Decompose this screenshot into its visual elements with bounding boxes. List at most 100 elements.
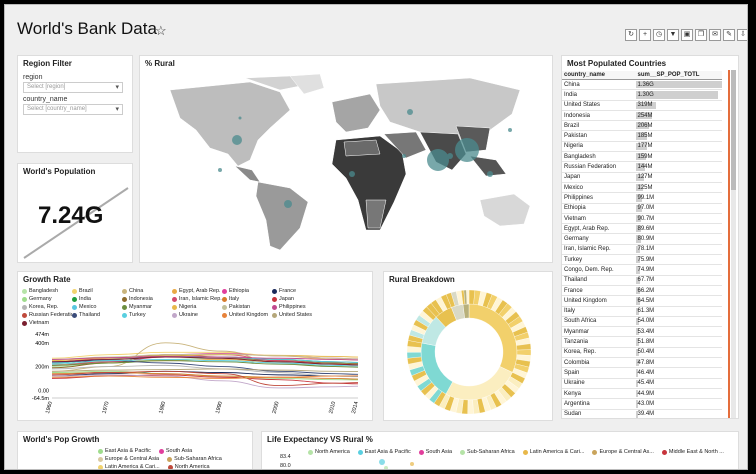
dashboard: World's Bank Data ☆ ↻ + ◷ ▼ ▣ ❐ ✉ ✎ ⇩ Re… [4, 4, 748, 470]
column-header[interactable]: sum__SP_POP_TOTL [635, 71, 722, 80]
table-row[interactable]: Congo, Dem. Rep. 74.9M [562, 264, 722, 276]
legend-item[interactable]: South Asia [418, 448, 452, 456]
legend-swatch [592, 449, 598, 455]
table-scrollbar[interactable] [731, 70, 736, 418]
table-row[interactable]: Myanmar 53.4M [562, 326, 722, 338]
legend-item[interactable]: Brazil [72, 287, 122, 295]
add-icon[interactable]: + [639, 29, 651, 41]
table-row[interactable]: Thailand 67.7M [562, 275, 722, 286]
clock-icon[interactable]: ◷ [653, 29, 665, 41]
filter-icon[interactable]: ▼ [667, 29, 679, 41]
legend-item[interactable]: Japan [272, 295, 322, 303]
country-name: Myanmar [562, 326, 636, 338]
legend-item[interactable]: Sub-Saharan Africa [460, 448, 515, 456]
legend-item[interactable]: Middle East & North ... [661, 448, 724, 456]
table-row[interactable]: Tanzania 51.8M [562, 336, 722, 348]
life-expectancy-scatter[interactable] [262, 458, 740, 470]
table-row[interactable]: Philippines 99.1M [562, 192, 722, 204]
legend-item[interactable]: Italy [222, 295, 272, 303]
table-row[interactable]: Korea, Rep. 50.4M [562, 347, 722, 359]
refresh-icon[interactable]: ↻ [625, 29, 637, 41]
series-line-turkey [51, 358, 359, 367]
legend-item[interactable]: Germany [22, 295, 72, 303]
table-row[interactable]: Iran, Islamic Rep. 78.1M [562, 244, 722, 256]
table-row[interactable]: Mexico 125M [562, 182, 722, 194]
legend-item[interactable]: Ethiopia [222, 287, 272, 295]
legend-item[interactable]: North America [308, 448, 350, 456]
legend-item[interactable]: Egypt, Arab Rep. [172, 287, 222, 295]
mail-icon[interactable]: ✉ [709, 29, 721, 41]
legend-item[interactable]: East Asia & Pacific [357, 448, 411, 456]
table-row[interactable]: France 66.2M [562, 285, 722, 297]
table-row[interactable]: Bangladesh 159M [562, 151, 722, 163]
table-row[interactable]: Turkey 75.9M [562, 254, 722, 266]
country-name: Spain [562, 367, 636, 379]
legend-item[interactable]: Latin America & Cari... [522, 448, 584, 456]
table-row[interactable]: Italy 61.3M [562, 306, 722, 317]
legend-item[interactable]: North America [167, 463, 210, 469]
country-name: Japan [562, 172, 636, 183]
legend-item[interactable]: Europe & Central Asia [98, 455, 159, 463]
legend-item[interactable]: Thailand [72, 311, 122, 319]
legend-item[interactable]: Sub-Saharan Africa [167, 455, 222, 463]
column-header[interactable]: country_name [562, 71, 636, 80]
table-row[interactable]: Vietnam 90.7M [562, 213, 722, 225]
legend-item[interactable]: United States [272, 311, 322, 319]
table-row[interactable]: Colombia 47.8M [562, 357, 722, 369]
world-map[interactable] [140, 70, 554, 262]
table-row[interactable]: Indonesia 254M [562, 110, 722, 122]
legend-item[interactable]: United Kingdom [222, 311, 272, 319]
table-row[interactable]: India 1.30G [562, 89, 722, 101]
edit-icon[interactable]: ✎ [723, 29, 735, 41]
table-row[interactable]: Nigeria 177M [562, 141, 722, 153]
save-icon[interactable]: ▣ [681, 29, 693, 41]
legend-item[interactable]: Vietnam [22, 319, 72, 327]
legend-item[interactable]: South Asia [158, 447, 192, 455]
copy-icon[interactable]: ❐ [695, 29, 707, 41]
table-row[interactable]: United States 319M [562, 100, 722, 111]
legend-item[interactable]: Myanmar [122, 303, 172, 311]
table-row[interactable]: Pakistan 185M [562, 130, 722, 142]
legend-item[interactable]: Indonesia [122, 295, 172, 303]
table-row[interactable]: South Africa 54.0M [562, 316, 722, 328]
legend-item[interactable]: Russian Federation [22, 311, 72, 319]
table-row[interactable]: Kenya 44.9M [562, 388, 722, 400]
table-row[interactable]: Brazil 206M [562, 120, 722, 132]
legend-item[interactable]: Philippines [272, 303, 322, 311]
population-bar [635, 163, 645, 171]
table-row[interactable]: Japan 127M [562, 172, 722, 183]
favorite-star-icon[interactable]: ☆ [155, 23, 167, 38]
legend-item[interactable]: Iran, Islamic Rep. [172, 295, 222, 303]
table-row[interactable]: Egypt, Arab Rep. 89.6M [562, 223, 722, 235]
table-row[interactable]: Spain 46.4M [562, 367, 722, 379]
table-row[interactable]: Germany 80.9M [562, 233, 722, 245]
legend-item[interactable]: Turkey [122, 311, 172, 319]
legend-item[interactable]: India [72, 295, 122, 303]
legend-item[interactable]: East Asia & Pacific [98, 447, 151, 455]
rural-breakdown-chart[interactable] [384, 286, 554, 422]
region-select[interactable]: Select [region] [23, 82, 123, 93]
table-row[interactable]: Russian Federation 144M [562, 161, 722, 173]
table-row[interactable]: United Kingdom 64.5M [562, 295, 722, 307]
legend-item[interactable]: China [122, 287, 172, 295]
rural-map-panel: % Rural [139, 55, 553, 263]
legend-item[interactable]: Europe & Central As... [592, 448, 654, 456]
legend-item[interactable]: Latin America & Cari... [98, 463, 160, 469]
legend-item[interactable]: Korea, Rep. [22, 303, 72, 311]
table-row[interactable]: Ethiopia 97.0M [562, 203, 722, 214]
table-row[interactable]: Argentina 43.0M [562, 398, 722, 410]
country-select[interactable]: Select [country_name] [23, 104, 123, 115]
legend-item[interactable]: Pakistan [222, 303, 272, 311]
population-bar [635, 276, 640, 284]
legend-item[interactable]: Bangladesh [22, 287, 72, 295]
table-row[interactable]: Sudan 39.4M [562, 409, 722, 418]
export-icon[interactable]: ⇩ [737, 29, 747, 41]
legend-item[interactable]: Nigeria [172, 303, 222, 311]
legend-item[interactable]: Mexico [72, 303, 122, 311]
legend-item[interactable]: Ukraine [172, 311, 222, 319]
legend-item[interactable]: France [272, 287, 322, 295]
table-row[interactable]: China 1.36G [562, 79, 722, 91]
country-name: Brazil [562, 120, 636, 132]
table-row[interactable]: Ukraine 45.4M [562, 378, 722, 389]
